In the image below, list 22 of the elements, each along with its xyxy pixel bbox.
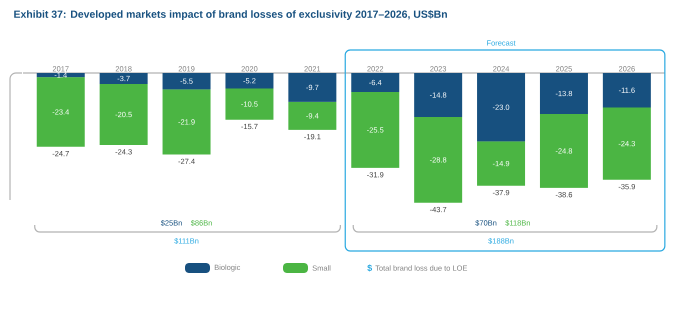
bar (162, 72, 211, 90)
bar (351, 72, 400, 92)
bar (36, 77, 85, 147)
bar (477, 141, 526, 186)
bar (288, 72, 336, 102)
bar (602, 72, 651, 108)
bar (414, 72, 462, 118)
bar (100, 84, 148, 145)
text: $ (367, 264, 372, 272)
bar (351, 92, 400, 168)
bar (36, 72, 85, 78)
bar (540, 114, 588, 188)
bar (602, 108, 651, 180)
chart-title: Exhibit 37: Developed markets impact of brand losses of exclusivity 2017–2026, US$Bn (14, 10, 447, 20)
bar (414, 117, 462, 203)
bar (162, 89, 211, 155)
bar (225, 88, 274, 120)
bar (225, 72, 274, 88)
bar (100, 72, 148, 84)
bar (477, 72, 526, 142)
bar (288, 102, 336, 130)
bar (540, 72, 588, 114)
